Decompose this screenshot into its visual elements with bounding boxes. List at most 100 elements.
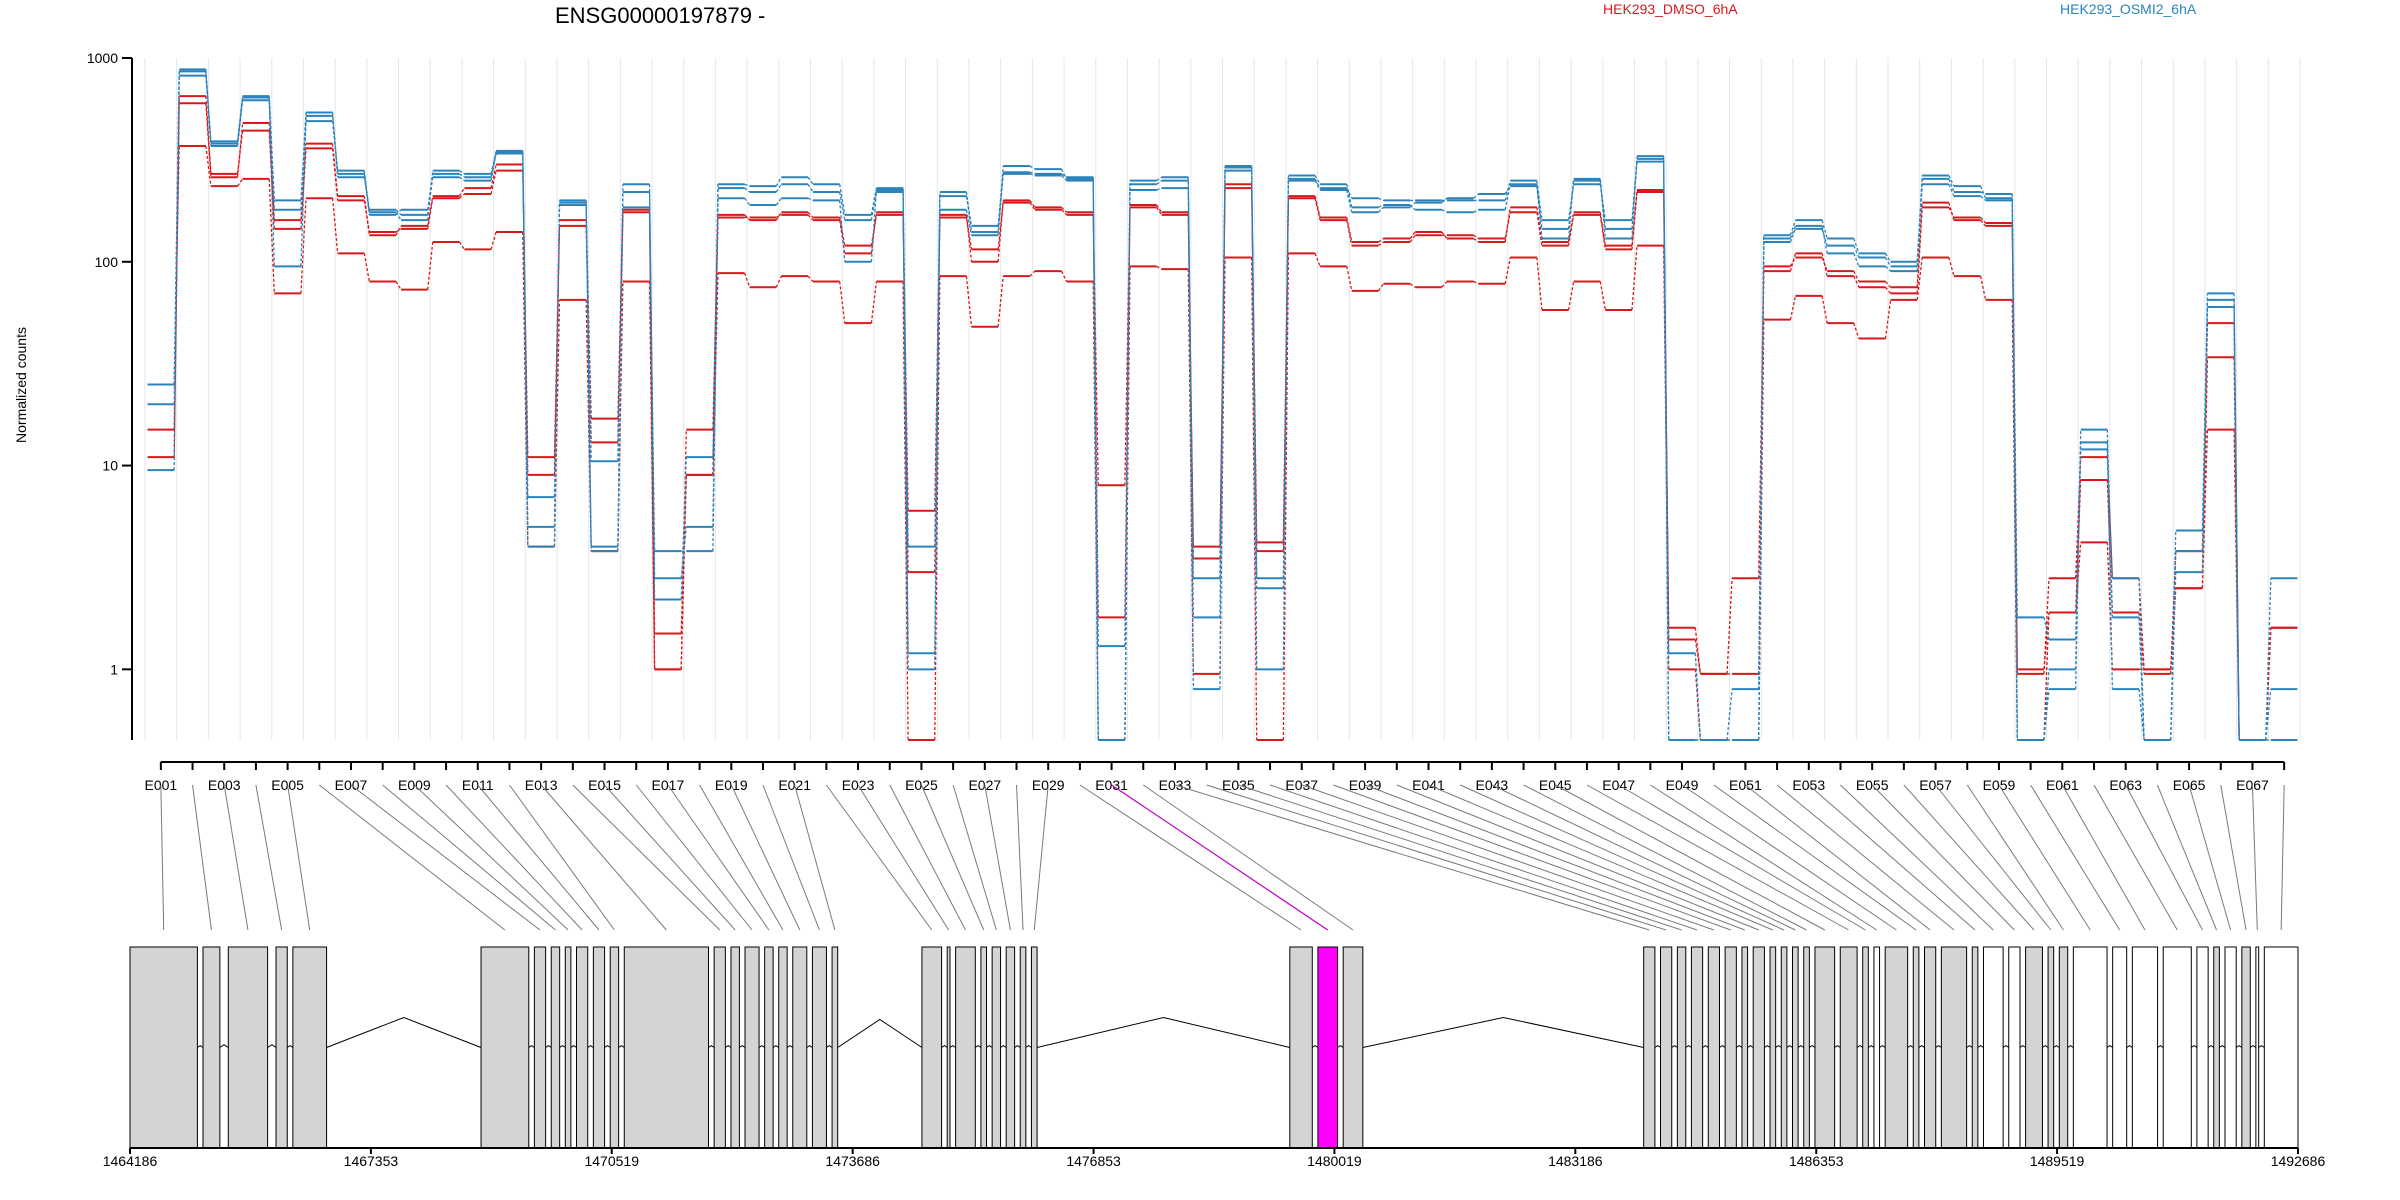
series-connector <box>680 457 687 600</box>
series-connector <box>1124 204 1131 486</box>
series-connector <box>585 220 592 419</box>
intron-line <box>2002 1045 2010 1048</box>
series-connector <box>1124 190 1131 741</box>
intron-line <box>1809 1045 1816 1048</box>
series-connector <box>744 183 750 187</box>
exon-E059 <box>2072 946 2108 1149</box>
series-connector <box>205 75 212 144</box>
y-axis-label: Normalized counts <box>13 327 29 443</box>
series-connector <box>459 176 465 182</box>
intron-line <box>1654 1045 1661 1048</box>
exon-E055 <box>2008 946 2021 1149</box>
intron-line <box>1775 1045 1782 1048</box>
series-connector <box>617 207 624 552</box>
intron-line <box>1834 1045 1841 1048</box>
exon-E010 <box>576 946 589 1149</box>
genomic-tick-label: 1473686 <box>825 1153 880 1169</box>
intron-line <box>2249 1045 2257 1048</box>
series-connector <box>1282 253 1290 741</box>
series-connector <box>1821 220 1828 239</box>
connector-E012 <box>509 784 615 931</box>
exon-E024 <box>955 946 976 1149</box>
series-connector <box>1282 196 1290 543</box>
exon-E040 <box>1752 946 1765 1149</box>
connector-E041 <box>1428 784 1774 931</box>
series-connector <box>744 187 751 193</box>
series-HEK293_OSMI2_6hA-5 <box>147 74 2298 741</box>
intron-line <box>986 1045 993 1048</box>
exon-E062 <box>2162 946 2192 1149</box>
series-connector <box>300 198 307 294</box>
series-connector <box>395 281 402 290</box>
exon-E049 <box>1884 946 1909 1149</box>
exon-E041 <box>1769 946 1777 1149</box>
series-connector <box>1473 209 1479 213</box>
intron-line <box>1685 1045 1692 1048</box>
series-connector <box>1187 188 1194 690</box>
intron-line <box>545 1045 552 1048</box>
intron-line <box>2258 1045 2265 1048</box>
series-connector <box>1948 207 1955 218</box>
series-connector <box>1061 173 1067 178</box>
series-connector <box>934 209 941 670</box>
exon-E057 <box>2047 946 2055 1149</box>
series-connector <box>744 214 751 221</box>
intron-line <box>570 1045 577 1048</box>
series-connector <box>236 130 244 174</box>
exon-E063 <box>2196 946 2209 1149</box>
series-connector <box>1694 639 1702 674</box>
series-connector <box>1694 627 1702 674</box>
exon-E002 <box>202 946 221 1149</box>
series-connector <box>1251 257 1258 741</box>
series-connector <box>331 121 339 171</box>
series-connector <box>268 100 275 210</box>
series-connector <box>1853 322 1860 339</box>
intron-line <box>1036 1016 1290 1048</box>
genomic-tick-label: 1483186 <box>1548 1153 1603 1169</box>
connector-E022 <box>825 784 933 931</box>
connector-E039 <box>1364 784 1745 931</box>
exon-E004 <box>275 946 288 1149</box>
exon-E066 <box>2241 946 2251 1149</box>
connector-E008 <box>382 784 556 931</box>
gene-model <box>129 946 2299 1149</box>
series-connector <box>458 193 465 199</box>
connector-E021 <box>794 784 836 931</box>
exon-E064 <box>2213 946 2220 1149</box>
exon-connectors <box>160 784 2285 931</box>
series-connector <box>1219 170 1226 690</box>
intron-line <box>1337 1045 1344 1048</box>
intron-line <box>1879 1045 1886 1048</box>
series-connector <box>395 211 402 221</box>
series-connector <box>965 214 973 262</box>
series-connector <box>553 200 561 547</box>
series-connector <box>1567 184 1575 221</box>
series-connector <box>1441 281 1448 288</box>
series-connector <box>2106 442 2114 690</box>
series-connector <box>807 275 814 282</box>
series-connector <box>1029 171 1036 175</box>
connector-E032 <box>1142 784 1354 931</box>
series-connector <box>1029 200 1036 208</box>
series-connector <box>1061 175 1068 182</box>
series-connector <box>1916 257 1923 300</box>
connector-E038 <box>1333 784 1731 931</box>
series-connector <box>1979 185 1987 199</box>
connector-E051 <box>1745 784 1931 931</box>
intron-line <box>1719 1045 1726 1048</box>
series-connector <box>2043 669 2050 741</box>
intron-line <box>806 1045 813 1048</box>
series-connector <box>965 217 973 250</box>
series-connector <box>839 184 846 215</box>
series-connector <box>807 176 814 185</box>
series-connector <box>1473 280 1479 285</box>
genomic-tick-label: 1464186 <box>103 1153 158 1169</box>
series-connector <box>459 173 465 178</box>
series-connector <box>1441 209 1448 213</box>
exon-E037 <box>1707 946 1720 1149</box>
series-connector <box>965 209 973 236</box>
intron-line <box>197 1045 204 1048</box>
series-connector <box>1314 180 1321 191</box>
series-connector <box>648 207 656 552</box>
